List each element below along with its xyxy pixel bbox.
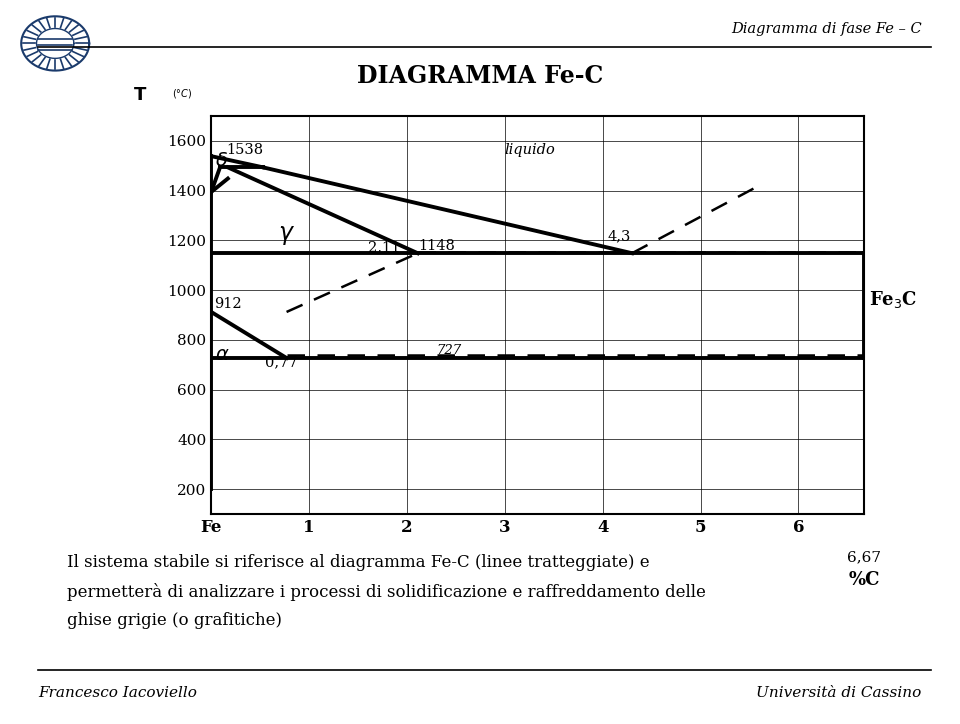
Text: Diagramma di fase Fe – C: Diagramma di fase Fe – C bbox=[731, 22, 922, 36]
Text: Fe$_3$C: Fe$_3$C bbox=[869, 289, 917, 310]
Text: $\mathbf{T}$: $\mathbf{T}$ bbox=[132, 86, 147, 104]
Text: permetterà di analizzare i processi di solidificazione e raffreddamento delle: permetterà di analizzare i processi di s… bbox=[67, 583, 706, 601]
Text: 1538: 1538 bbox=[226, 143, 263, 156]
Text: 0,77: 0,77 bbox=[265, 355, 298, 370]
Text: 6,67: 6,67 bbox=[847, 550, 881, 564]
Text: DIAGRAMMA Fe-C: DIAGRAMMA Fe-C bbox=[357, 64, 603, 88]
Text: Università di Cassino: Università di Cassino bbox=[756, 686, 922, 700]
Text: Francesco Iacoviello: Francesco Iacoviello bbox=[38, 686, 197, 700]
Text: Il sistema stabile si riferisce al diagramma Fe-C (linee tratteggiate) e: Il sistema stabile si riferisce al diagr… bbox=[67, 554, 650, 571]
Text: 727: 727 bbox=[436, 344, 462, 357]
Text: ghise grigie (o grafitiche): ghise grigie (o grafitiche) bbox=[67, 612, 282, 628]
Text: $^{(°C)}$: $^{(°C)}$ bbox=[172, 90, 193, 104]
Text: $\delta$: $\delta$ bbox=[215, 151, 228, 169]
Text: 4,3: 4,3 bbox=[608, 230, 631, 244]
Text: 2,11: 2,11 bbox=[368, 240, 400, 254]
Text: 1148: 1148 bbox=[419, 239, 456, 253]
Text: 912: 912 bbox=[214, 297, 242, 311]
Text: liquido: liquido bbox=[505, 143, 556, 157]
Text: %C: %C bbox=[849, 571, 879, 589]
Text: $\alpha$: $\alpha$ bbox=[215, 346, 229, 364]
Text: $\gamma$: $\gamma$ bbox=[277, 223, 295, 248]
